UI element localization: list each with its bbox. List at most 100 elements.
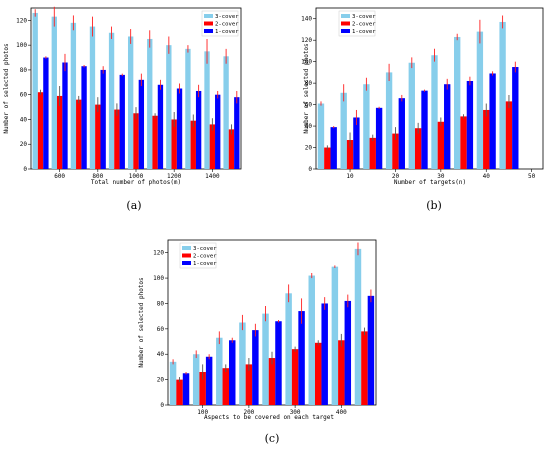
bar-2-cover [176,379,183,405]
bar-2-cover [171,119,177,169]
bar-2-cover [460,116,467,169]
bar-3-cover [285,293,292,405]
bar-2-cover [291,349,299,405]
bar-3-cover [476,31,484,170]
bar-1-cover [81,66,87,169]
y-tick-label: 100 [301,59,312,66]
bar-1-cover [119,74,125,169]
chart-panel-2: 0 20 40 60 80 100 120 140 10 20 30 40 50 3-cover 2-cov… [301,7,544,212]
bar-3-cover [239,322,246,405]
legend-swatch [204,14,213,18]
x-tick-label: 800 [92,173,103,180]
bar-3-cover [70,22,77,169]
y-tick-label: 80 [157,300,165,307]
legend-swatch [341,29,350,33]
bar-1-cover [353,117,360,169]
bar-1-cover [62,62,68,169]
panel-caption: (a) [126,199,141,212]
bar-1-cover [298,311,305,405]
chart-panel-1: 0 20 40 60 80 100 120 600 800 1000 1200 1400 3-cover… [3,6,242,212]
bar-1-cover [176,88,183,169]
bar-3-cover [385,72,393,169]
bar-3-cover [127,36,134,169]
legend-label: 3-cover [193,246,217,252]
x-tick-label: 300 [290,409,301,416]
legend-swatch [182,253,191,258]
legend-label: 1-cover [352,29,376,35]
panel-caption: (c) [265,432,280,445]
legend-swatch [204,29,213,33]
y-tick-label: 100 [153,275,164,282]
y-axis-label: Number of selected photos [138,277,145,368]
bar-2-cover [338,340,345,405]
legend-label: 1-cover [215,29,239,35]
bar-3-cover [204,51,210,169]
bar-3-cover [32,12,38,170]
bar-3-cover [216,337,223,405]
bar-1-cover [375,107,383,169]
bar-3-cover [192,354,200,405]
bar-3-cover [147,38,153,169]
y-tick-label: 20 [305,145,313,152]
bar-2-cover [114,109,120,169]
y-tick-label: 140 [301,16,312,23]
legend-swatch [182,261,191,265]
legend-label: 3-cover [352,14,376,20]
bar-3-cover [454,36,461,170]
bar-2-cover [133,113,139,169]
chart-panel-3: 0 20 40 60 80 100 120 100 200 300 400 3-cover 2-cove… [138,239,377,445]
x-tick-label: 200 [243,409,254,416]
bar-2-cover [228,129,235,169]
bar-3-cover [262,313,269,405]
y-tick-label: 0 [308,166,312,173]
bar-2-cover [209,124,216,169]
legend-label: 2-cover [352,22,376,28]
bar-3-cover [223,56,229,169]
x-tick-label: 1200 [167,173,182,180]
bar-1-cover [138,79,145,169]
y-tick-label: 120 [301,37,312,44]
bar-2-cover [37,92,44,169]
y-tick-label: 60 [20,92,28,99]
bar-1-cover [398,98,405,169]
legend-label: 3-cover [215,14,239,20]
bar-2-cover [245,364,253,405]
bar-3-cover [51,16,57,169]
bar-3-cover [363,84,370,169]
bar-2-cover [361,331,368,405]
bar-1-cover [466,80,474,169]
legend-swatch [341,21,350,26]
bar-3-cover [431,55,438,169]
bar-1-cover [275,321,282,405]
bar-1-cover [344,300,352,405]
bar-2-cover [268,358,276,405]
bar-1-cover [205,356,213,405]
y-tick-label: 120 [16,17,27,24]
bar-1-cover [512,67,519,169]
legend-label: 1-cover [193,261,217,267]
bar-2-cover [314,342,322,405]
bar-1-cover [421,90,428,169]
bar-1-cover [234,97,240,169]
y-tick-label: 20 [20,141,28,148]
bar-3-cover [331,266,339,405]
bar-3-cover [340,92,347,169]
bar-1-cover [215,94,221,169]
legend-swatch [341,14,350,18]
x-tick-label: 30 [437,173,445,180]
bar-2-cover [324,147,331,169]
bar-2-cover [437,121,445,169]
bar-1-cover [444,84,451,169]
bar-1-cover [367,295,375,405]
bar-1-cover [100,69,106,169]
x-tick-label: 20 [392,173,400,180]
legend-label: 2-cover [215,22,239,28]
y-axis-label: Number of selected photos [3,43,10,134]
bar-1-cover [43,57,49,169]
bar-2-cover [392,133,399,169]
bar-1-cover [321,303,328,405]
x-tick-label: 600 [54,173,65,180]
bar-2-cover [190,120,196,169]
